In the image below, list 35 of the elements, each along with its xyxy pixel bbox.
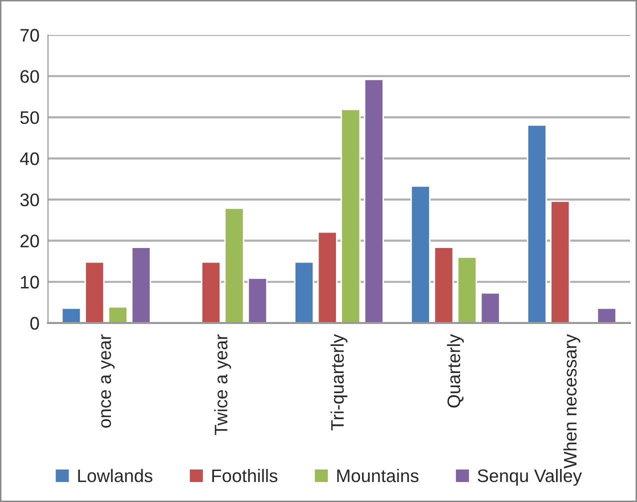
bar — [434, 246, 454, 323]
y-tick-label: 20 — [20, 234, 39, 248]
bar — [248, 277, 268, 323]
bar — [108, 306, 128, 323]
y-tick-label: 60 — [20, 70, 39, 83]
bar — [131, 246, 152, 323]
y-tick-label: 50 — [20, 111, 39, 124]
bar — [317, 231, 338, 323]
bar — [224, 208, 244, 323]
y-tick-label: 70 — [20, 28, 39, 42]
bar — [61, 307, 82, 323]
y-tick-label: 40 — [20, 152, 39, 166]
bar — [550, 200, 570, 323]
x-tick-label: Tri-quarterly — [330, 334, 348, 430]
x-tick-label: Twice a year — [214, 334, 232, 436]
y-tick-label: 0 — [30, 316, 39, 330]
bar — [457, 256, 478, 323]
legend-label: Foothills — [212, 468, 278, 482]
bar — [200, 261, 221, 323]
legend-label: Mountains — [337, 468, 418, 482]
bar — [294, 261, 314, 323]
legend-label: Senqu Valley — [478, 468, 582, 486]
bar — [410, 185, 430, 323]
x-tick-label: once a year — [101, 334, 115, 428]
bar — [364, 78, 384, 323]
y-tick-label: 30 — [20, 194, 39, 206]
bar — [526, 124, 547, 323]
bar — [340, 108, 361, 323]
y-tick-label: 10 — [20, 276, 39, 289]
x-tick-label: Quarterly — [446, 334, 464, 408]
bar — [480, 292, 500, 323]
bar — [596, 307, 617, 323]
x-tick-label: When necessary — [563, 334, 580, 468]
legend-label: Lowlands — [78, 468, 152, 482]
bar — [84, 261, 105, 323]
